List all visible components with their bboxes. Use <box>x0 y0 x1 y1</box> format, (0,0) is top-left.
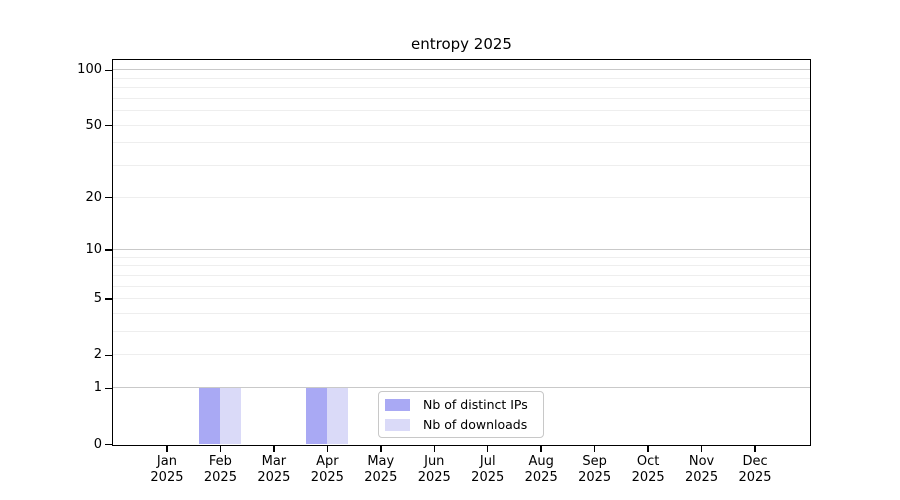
y-tick-mark <box>105 69 112 72</box>
x-tick-mark <box>219 446 222 452</box>
y-tick-mark <box>105 387 112 390</box>
x-axis-tick-label: Aug 2025 <box>524 454 558 485</box>
gridline-major <box>113 249 810 251</box>
x-tick-mark <box>700 446 703 452</box>
x-axis-tick-label: Mar 2025 <box>257 454 291 485</box>
x-tick-mark <box>433 446 436 452</box>
legend: Nb of distinct IPs Nb of downloads <box>378 391 544 438</box>
legend-row-downloads: Nb of downloads <box>385 417 537 432</box>
gridline-minor <box>113 77 810 79</box>
legend-label-distinct-ips: Nb of distinct IPs <box>423 397 528 412</box>
x-tick-mark <box>540 446 542 452</box>
gridline-minor <box>113 256 810 258</box>
y-axis-tick-label: 0 <box>93 436 102 452</box>
legend-row-distinct-ips: Nb of distinct IPs <box>385 397 537 412</box>
y-axis-tick-label: 2 <box>93 347 102 363</box>
gridline-minor <box>113 165 810 167</box>
gridline-minor <box>113 196 810 198</box>
y-axis-tick-label: 100 <box>77 62 102 78</box>
x-tick-mark <box>593 446 596 452</box>
gridline-minor <box>113 285 810 287</box>
y-tick-mark <box>105 249 112 251</box>
gridline-minor <box>113 97 810 99</box>
x-axis-tick-label: May 2025 <box>364 454 398 485</box>
y-axis-tick-label: 20 <box>85 189 102 205</box>
chart-title: entropy 2025 <box>411 35 512 53</box>
y-axis-tick-label: 5 <box>93 291 102 307</box>
x-tick-mark <box>273 446 275 452</box>
legend-swatch-downloads <box>385 418 410 431</box>
gridline-major <box>113 69 810 71</box>
y-axis-tick-label: 10 <box>85 242 102 258</box>
gridline-minor <box>113 87 810 89</box>
y-axis-tick-label: 1 <box>93 380 102 396</box>
gridline-minor <box>113 265 810 267</box>
y-axis-tick-label: 50 <box>85 117 102 133</box>
x-axis-tick-label: Dec 2025 <box>738 454 772 485</box>
y-tick-mark <box>105 354 112 357</box>
y-tick-mark <box>105 124 112 127</box>
legend-label-downloads: Nb of downloads <box>423 417 528 432</box>
bar-distinct-ips <box>305 387 327 444</box>
x-axis-tick-label: Nov 2025 <box>685 454 719 485</box>
x-axis-tick-label: Feb 2025 <box>203 454 237 485</box>
x-tick-mark <box>754 446 756 452</box>
x-axis-tick-label: Oct 2025 <box>631 454 665 485</box>
bar-downloads <box>219 387 241 444</box>
gridline-minor <box>113 313 810 314</box>
gridline-minor <box>113 298 810 300</box>
y-tick-mark <box>105 443 112 446</box>
x-tick-mark <box>647 446 649 452</box>
bar-downloads <box>326 387 348 444</box>
legend-swatch-distinct-ips <box>385 398 410 411</box>
y-tick-mark <box>105 196 112 199</box>
gridline-minor <box>113 124 810 126</box>
x-axis-tick-label: Apr 2025 <box>310 454 344 485</box>
x-tick-mark <box>166 446 168 452</box>
x-axis-tick-label: Jan 2025 <box>150 454 184 485</box>
x-tick-mark <box>380 446 382 452</box>
bar-distinct-ips <box>198 387 220 444</box>
gridline-minor <box>113 354 810 356</box>
y-tick-mark <box>105 298 112 300</box>
x-axis-tick-label: Jun 2025 <box>417 454 451 485</box>
x-tick-mark <box>486 446 489 452</box>
x-axis-tick-label: Sep 2025 <box>578 454 612 485</box>
plot-inner <box>113 60 810 445</box>
gridline-minor <box>113 110 810 112</box>
gridline-major <box>113 387 810 389</box>
gridline-minor <box>113 331 810 333</box>
gridline-minor <box>113 142 810 144</box>
x-tick-mark <box>326 446 329 452</box>
x-axis-tick-label: Jul 2025 <box>471 454 505 485</box>
plot-area <box>112 59 811 446</box>
gridline-minor <box>113 274 810 276</box>
